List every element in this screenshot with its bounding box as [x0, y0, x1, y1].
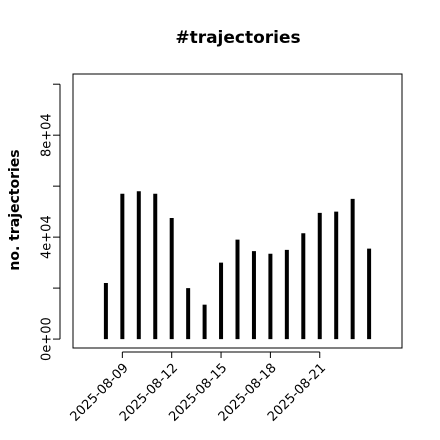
y-axis-label: no. trajectories: [7, 149, 23, 270]
y-tick-label: 8e+04: [40, 113, 55, 157]
plot-frame: [72, 73, 403, 349]
y-tick-label: 4e+04: [40, 215, 55, 259]
y-tick-label: 0e+00: [40, 317, 55, 361]
chart-title: #trajectories: [175, 28, 300, 48]
